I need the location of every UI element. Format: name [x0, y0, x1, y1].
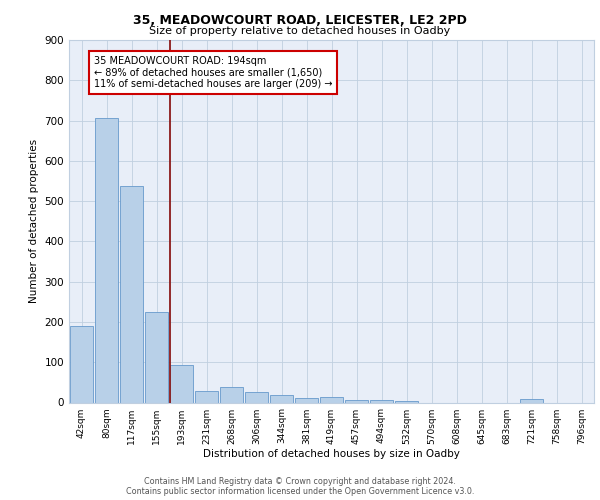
Bar	[145, 312, 168, 402]
Bar	[95, 118, 118, 403]
Bar	[295, 398, 318, 402]
Bar	[520, 400, 543, 402]
Text: Size of property relative to detached houses in Oadby: Size of property relative to detached ho…	[149, 26, 451, 36]
Bar	[370, 400, 393, 402]
Bar	[345, 400, 368, 402]
Bar	[220, 387, 243, 402]
Bar	[320, 398, 343, 402]
Bar	[170, 366, 193, 403]
Bar	[245, 392, 268, 402]
Y-axis label: Number of detached properties: Number of detached properties	[29, 139, 39, 304]
Text: 35 MEADOWCOURT ROAD: 194sqm
← 89% of detached houses are smaller (1,650)
11% of : 35 MEADOWCOURT ROAD: 194sqm ← 89% of det…	[94, 56, 332, 90]
Text: 35, MEADOWCOURT ROAD, LEICESTER, LE2 2PD: 35, MEADOWCOURT ROAD, LEICESTER, LE2 2PD	[133, 14, 467, 27]
X-axis label: Distribution of detached houses by size in Oadby: Distribution of detached houses by size …	[203, 450, 460, 460]
Text: Contains HM Land Registry data © Crown copyright and database right 2024.
Contai: Contains HM Land Registry data © Crown c…	[126, 476, 474, 496]
Bar	[120, 186, 143, 402]
Bar	[70, 326, 93, 402]
Bar	[270, 395, 293, 402]
Bar	[195, 391, 218, 402]
